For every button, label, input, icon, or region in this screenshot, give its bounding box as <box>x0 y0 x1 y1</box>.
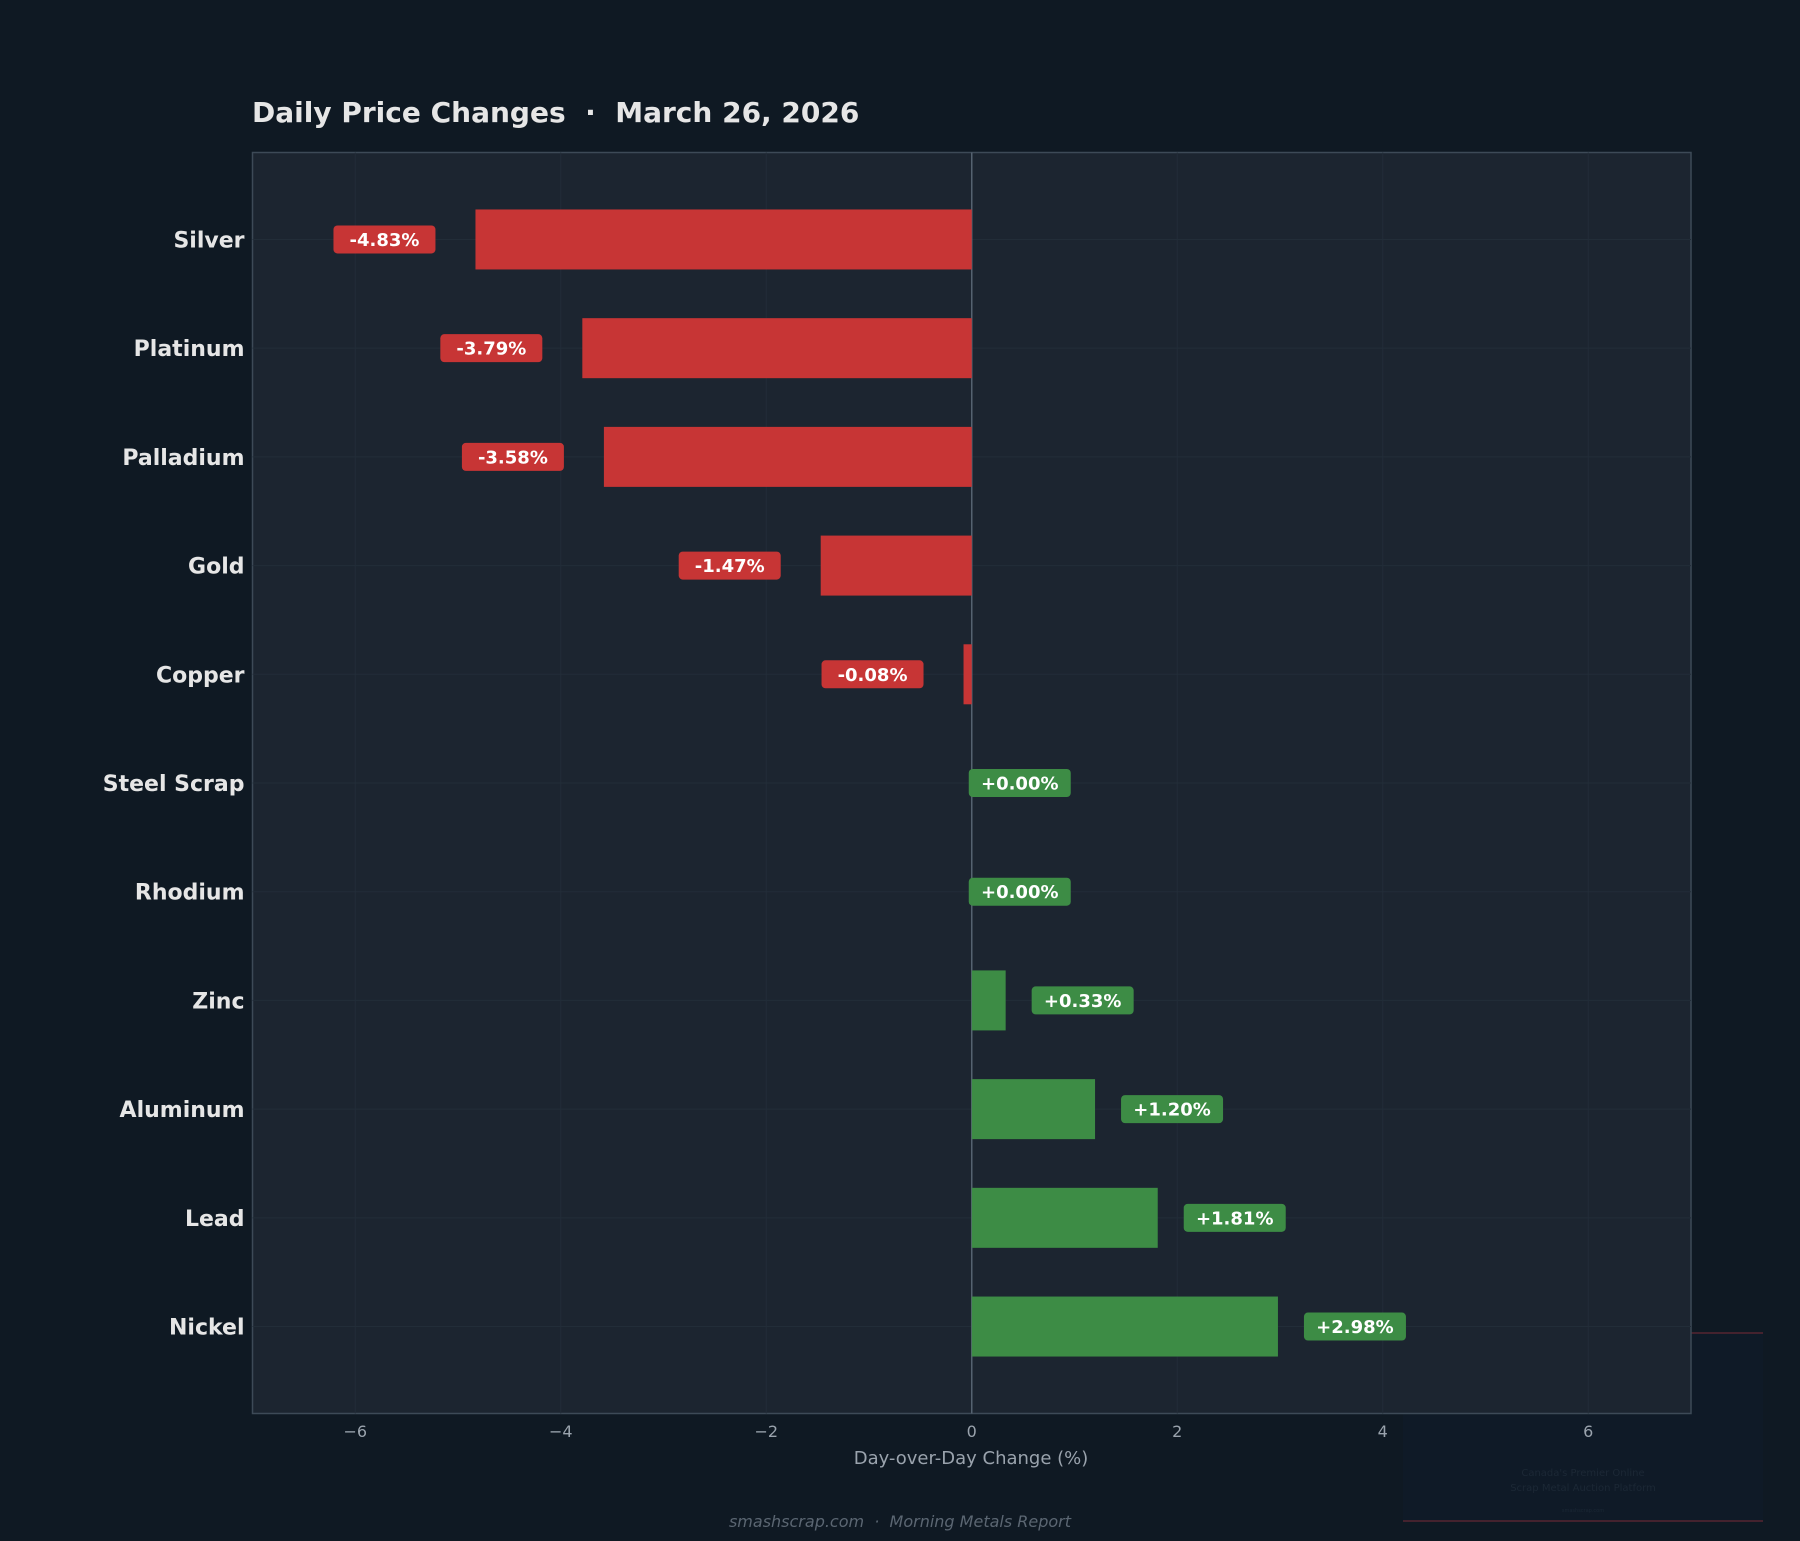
data-label-text: +1.20% <box>1133 1100 1211 1121</box>
data-label: -3.58% <box>461 442 564 471</box>
y-tick-label: Steel Scrap <box>103 772 245 797</box>
data-label-text: -1.47% <box>695 556 765 577</box>
bar-gold <box>820 535 972 596</box>
data-label-text: -3.58% <box>478 447 548 468</box>
bar-palladium <box>603 426 972 487</box>
y-tick-label: Gold <box>188 555 244 580</box>
data-label: -4.83% <box>333 225 436 254</box>
data-label: +0.00% <box>968 877 1071 906</box>
bar-aluminum <box>971 1079 1096 1140</box>
data-label-badge <box>968 877 1071 906</box>
data-label-badge <box>333 225 436 254</box>
bar-platinum <box>582 318 972 379</box>
x-tick-label: −6 <box>343 1422 367 1441</box>
data-label: +2.98% <box>1303 1312 1406 1341</box>
data-label-badge <box>678 551 781 580</box>
data-label: -3.79% <box>440 334 543 363</box>
bar-lead <box>971 1187 1158 1248</box>
data-label-badge <box>461 442 564 471</box>
y-tick-label: Copper <box>156 663 245 688</box>
x-tick-label: 2 <box>1172 1422 1182 1441</box>
footer: smashscrap.com · Morning Metals Report <box>729 1512 1072 1531</box>
bar-silver <box>475 209 972 270</box>
data-label-text: +0.00% <box>981 882 1059 903</box>
y-tick-label: Aluminum <box>120 1098 245 1123</box>
data-label-badge <box>821 660 924 689</box>
x-tick-label: 6 <box>1583 1422 1593 1441</box>
data-label-text: -4.83% <box>350 230 420 251</box>
chart-title: Daily Price Changes · March 26, 2026 <box>252 96 859 129</box>
y-tick-label: Lead <box>185 1207 245 1232</box>
data-label-badge <box>968 769 1071 797</box>
y-tick-label: Platinum <box>134 337 245 362</box>
x-tick-label: −4 <box>549 1422 573 1441</box>
data-label-text: +0.33% <box>1044 991 1122 1012</box>
y-tick-label: Silver <box>173 228 244 253</box>
data-label-text: -3.79% <box>456 339 526 360</box>
data-label-text: -0.08% <box>838 665 908 686</box>
y-tick-label: Zinc <box>192 989 244 1014</box>
data-label-badge <box>1121 1095 1224 1124</box>
data-label-badge <box>1183 1203 1286 1232</box>
watermark-tagline-1: Canada's Premier Online <box>1521 1468 1644 1479</box>
y-tick-label: Nickel <box>169 1316 245 1341</box>
data-label: -1.47% <box>678 551 781 580</box>
data-label: -0.08% <box>821 660 924 689</box>
y-tick-label: Palladium <box>122 446 244 471</box>
x-tick-label: 4 <box>1378 1422 1388 1441</box>
data-label: +0.33% <box>1031 986 1134 1015</box>
bar-zinc <box>971 970 1006 1031</box>
data-label-text: +1.81% <box>1196 1208 1274 1229</box>
data-label: +1.20% <box>1121 1095 1224 1124</box>
data-label-badge <box>1031 986 1134 1015</box>
x-tick-label: −2 <box>754 1422 778 1441</box>
x-tick-label: 0 <box>967 1422 977 1441</box>
watermark-site: smashscrap.com <box>1562 1508 1604 1514</box>
x-axis-label: Day-over-Day Change (%) <box>854 1448 1089 1469</box>
watermark-tagline-2: Scrap Metal Auction Platform <box>1510 1483 1656 1494</box>
y-tick-label: Rhodium <box>135 881 245 906</box>
bar-copper <box>963 644 972 705</box>
data-label-text: +2.98% <box>1316 1317 1394 1338</box>
bar-nickel <box>971 1296 1278 1357</box>
data-label: +0.00% <box>968 769 1071 797</box>
data-label-badge <box>1303 1312 1406 1341</box>
data-label-badge <box>440 334 543 363</box>
data-label: +1.81% <box>1183 1203 1286 1232</box>
data-label-text: +0.00% <box>981 774 1059 795</box>
